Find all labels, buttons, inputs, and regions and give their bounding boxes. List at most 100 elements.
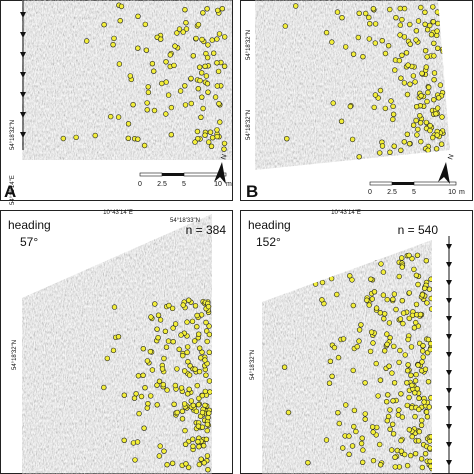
track-arrow (446, 316, 452, 322)
target-dot (195, 85, 202, 92)
target-dot (145, 84, 151, 90)
target-dot (204, 328, 210, 334)
scale-label: 10 (214, 181, 222, 188)
coordinate-label: 54°18'32"N (10, 120, 16, 150)
target-dot (172, 43, 178, 49)
target-dot (201, 460, 207, 466)
scale-unit: m (226, 181, 232, 188)
target-dot (190, 443, 196, 449)
target-dot (166, 302, 172, 309)
target-dot (397, 32, 403, 38)
target-dot (211, 50, 217, 56)
target-dot (385, 392, 391, 398)
target-dot (156, 378, 163, 384)
target-dot (434, 28, 440, 34)
target-dot (163, 59, 169, 65)
target-dot (204, 421, 211, 428)
target-dot (415, 126, 421, 133)
target-dot (428, 295, 432, 302)
target-dot (424, 27, 431, 33)
target-dot (428, 31, 435, 38)
target-dot (180, 352, 186, 359)
scale-label: 2.5 (387, 189, 397, 196)
target-dot (401, 5, 408, 12)
target-dot (168, 104, 175, 111)
target-dot (135, 13, 141, 19)
target-dot (125, 135, 132, 142)
target-dot (334, 9, 341, 15)
target-dot (182, 441, 189, 447)
target-dot (423, 64, 429, 70)
target-dot (204, 6, 210, 12)
target-dot (390, 103, 396, 110)
target-dot (371, 289, 378, 295)
target-dot (379, 143, 386, 149)
target-dot (177, 88, 184, 94)
target-dot (398, 147, 404, 154)
target-dot (434, 9, 441, 15)
target-dot (410, 73, 417, 79)
scale-bar: 0 2.5 5 10 m (368, 181, 465, 196)
target-dot (208, 143, 215, 150)
target-dot (422, 285, 428, 291)
target-dot (170, 339, 176, 345)
target-dot (319, 279, 326, 286)
target-dot (373, 360, 379, 367)
target-dot (141, 142, 148, 149)
target-dot (358, 440, 365, 447)
target-dot (414, 154, 420, 160)
target-dot (186, 386, 192, 392)
target-dot (396, 273, 402, 280)
target-dot (412, 378, 419, 384)
track-arrow (446, 280, 452, 286)
track-arrow (446, 298, 452, 304)
target-dot (391, 291, 398, 297)
target-dot (347, 273, 353, 279)
target-dot (179, 408, 186, 414)
target-dot (130, 101, 136, 108)
target-dot (417, 311, 424, 318)
target-dot (214, 60, 220, 66)
target-dot (406, 394, 412, 401)
target-dot (281, 364, 288, 370)
target-dot (384, 399, 390, 405)
target-dot (384, 296, 390, 303)
target-dot (202, 402, 208, 408)
target-dot (328, 275, 335, 282)
target-dot (144, 358, 151, 364)
target-dot (196, 331, 202, 337)
target-dot (141, 425, 147, 431)
target-dot (199, 392, 206, 399)
target-dot (381, 316, 387, 322)
target-dot (209, 135, 216, 141)
target-dot (399, 264, 405, 270)
target-dot (367, 348, 374, 355)
target-dot (160, 381, 167, 388)
target-dot (354, 343, 360, 350)
target-dot (428, 156, 434, 162)
target-dot (399, 16, 405, 23)
target-dot (176, 346, 182, 352)
target-dot (377, 87, 384, 94)
target-dot (340, 336, 347, 342)
target-dot (196, 368, 203, 375)
target-dot (140, 372, 146, 378)
target-dot (378, 261, 384, 267)
target-dot (433, 146, 440, 152)
target-dot (204, 54, 211, 61)
target-dot (422, 9, 428, 15)
target-dot (185, 464, 192, 471)
target-dot (186, 297, 192, 303)
target-dot (391, 343, 397, 350)
target-dot (431, 76, 437, 83)
target-dot (392, 67, 398, 73)
target-dot (133, 391, 139, 397)
target-dot (131, 395, 138, 401)
target-dot (362, 411, 368, 417)
target-dot (284, 136, 290, 142)
target-dot (426, 286, 432, 292)
scale-label: 10 (448, 189, 456, 196)
target-dot (115, 114, 122, 120)
target-dot (427, 127, 433, 134)
target-dot (431, 70, 438, 76)
